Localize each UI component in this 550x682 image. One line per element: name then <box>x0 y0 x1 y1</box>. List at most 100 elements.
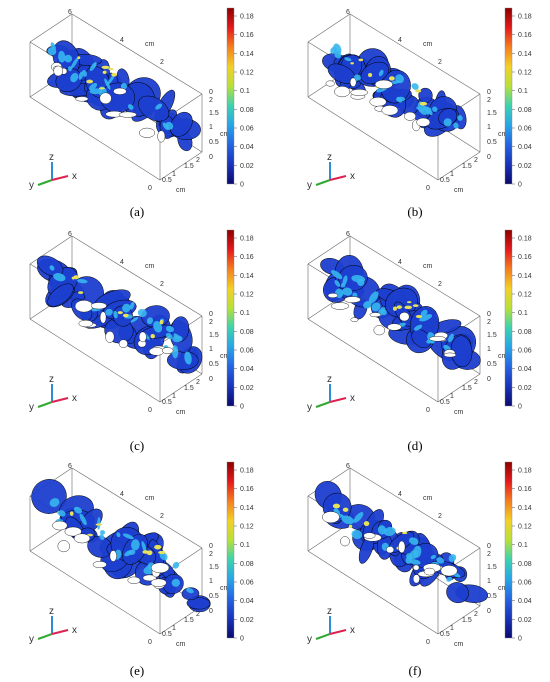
velocity-highlight <box>396 96 403 103</box>
void-region <box>429 336 446 342</box>
void-region <box>118 111 137 118</box>
colorbar-tick-label: 0.02 <box>240 385 254 392</box>
axis-label-top: 2 <box>160 281 164 288</box>
colorbar-tick-label: 0.02 <box>518 617 532 624</box>
velocity-highlight <box>172 561 180 569</box>
axis-label-top: 2 <box>160 513 164 520</box>
velocity-peak <box>86 79 94 84</box>
void-region <box>150 562 170 574</box>
axis-unit-right: cm <box>498 131 508 138</box>
velocity-highlight <box>408 559 421 565</box>
velocity-peak <box>407 301 412 304</box>
velocity-highlight <box>122 303 131 313</box>
triad-x-label: x <box>72 171 77 182</box>
wireframe-edge <box>159 151 203 181</box>
velocity-highlight <box>165 325 174 333</box>
axis-unit-right: cm <box>220 131 230 138</box>
colorbar-tick-label: 0.18 <box>240 14 254 21</box>
triad-y-arrow <box>37 401 53 408</box>
velocity-highlight <box>378 69 384 77</box>
void-region <box>330 302 350 310</box>
scene-d: 64cm2021.51cm0.5000.51cm1.52zyx0.180.160… <box>307 229 532 416</box>
void-region <box>404 111 416 121</box>
triad-y-label: y <box>307 402 312 413</box>
axis-unit-bottom: cm <box>176 409 186 416</box>
colorbar-tick-label: 0.08 <box>240 107 254 114</box>
void-region <box>99 92 112 105</box>
vessel-network <box>46 40 201 152</box>
axis-label-bottom: 2 <box>474 379 478 386</box>
axis-label-bottom: 1.5 <box>184 617 194 624</box>
void-region <box>340 536 350 547</box>
axis-label-right: 0 <box>209 543 213 550</box>
axis-label-top: 4 <box>398 259 402 266</box>
axis-label-top: 2 <box>160 59 164 66</box>
axis-label-bottom: 1 <box>450 625 454 632</box>
axis-unit-top: cm <box>423 263 433 270</box>
axis-label-right: 2 <box>209 551 213 558</box>
velocity-peak <box>101 65 110 70</box>
colorbar-tick-label: 0.08 <box>240 561 254 568</box>
velocity-highlight <box>419 314 433 322</box>
triad-z-label: z <box>49 374 54 385</box>
velocity-highlight <box>351 274 366 283</box>
velocity-peak <box>348 524 353 529</box>
void-region <box>57 540 70 553</box>
colorbar-tick-label: 0.06 <box>518 580 532 587</box>
velocity-peak <box>150 333 155 339</box>
axis-label-top: 6 <box>68 463 72 470</box>
colorbar-tick-label: 0.12 <box>518 70 532 77</box>
colorbar-tick-label: 0.02 <box>240 617 254 624</box>
wireframe-edge <box>349 467 481 549</box>
velocity-highlight <box>58 50 66 63</box>
axis-label-bottom: 1 <box>450 393 454 400</box>
velocity-highlight <box>453 122 459 129</box>
colorbar-tick-label: 0.14 <box>518 273 532 280</box>
axis-label-top: 4 <box>120 37 124 44</box>
colorbar-tick-label: 0.06 <box>518 348 532 355</box>
axis-label-top: 6 <box>68 231 72 238</box>
wireframe-edge <box>437 373 481 403</box>
triad-y-arrow <box>315 401 331 408</box>
velocity-peak <box>396 305 402 309</box>
velocity-highlight <box>130 316 139 323</box>
axis-unit-bottom: cm <box>176 187 186 194</box>
velocity-highlight <box>78 71 84 80</box>
velocity-highlight <box>70 57 79 70</box>
axis-unit-bottom: cm <box>454 641 464 648</box>
void-region <box>369 97 387 107</box>
velocity-highlight <box>390 80 401 85</box>
velocity-highlight <box>106 73 116 86</box>
velocity-highlight <box>49 498 60 507</box>
vessel-segment <box>438 108 458 126</box>
axis-label-top: 6 <box>346 463 350 470</box>
velocity-highlight <box>344 57 352 62</box>
velocity-highlight <box>379 308 387 316</box>
axis-label-bottom: 2 <box>474 611 478 618</box>
caption-d: (d) <box>407 438 423 453</box>
void-region <box>334 86 351 98</box>
velocity-highlight <box>73 506 83 514</box>
vessel-segment <box>169 111 193 137</box>
colorbar-tick-label: 0.06 <box>240 348 254 355</box>
axis-label-bottom: 0 <box>148 185 152 192</box>
axis-label-bottom: 2 <box>196 611 200 618</box>
velocity-highlight <box>172 345 179 359</box>
axis-label-top: 2 <box>438 281 442 288</box>
triad-x-label: x <box>350 625 355 636</box>
axis-triad <box>315 162 347 186</box>
triad-x-arrow <box>329 629 347 635</box>
velocity-highlight <box>353 512 364 523</box>
axis-label-right: 0 <box>209 154 213 161</box>
velocity-highlight <box>49 265 55 271</box>
triad-x-label: x <box>72 625 77 636</box>
velocity-highlight <box>159 552 168 561</box>
wireframe-edge <box>307 318 439 403</box>
velocity-highlight <box>129 301 135 310</box>
velocity-highlight <box>341 515 354 525</box>
axis-label-right: 1 <box>487 124 491 131</box>
colorbar-tick-label: 0.06 <box>518 126 532 133</box>
velocity-highlight <box>141 541 147 553</box>
axis-label-right: 2 <box>487 319 491 326</box>
velocity-peak <box>332 503 341 509</box>
